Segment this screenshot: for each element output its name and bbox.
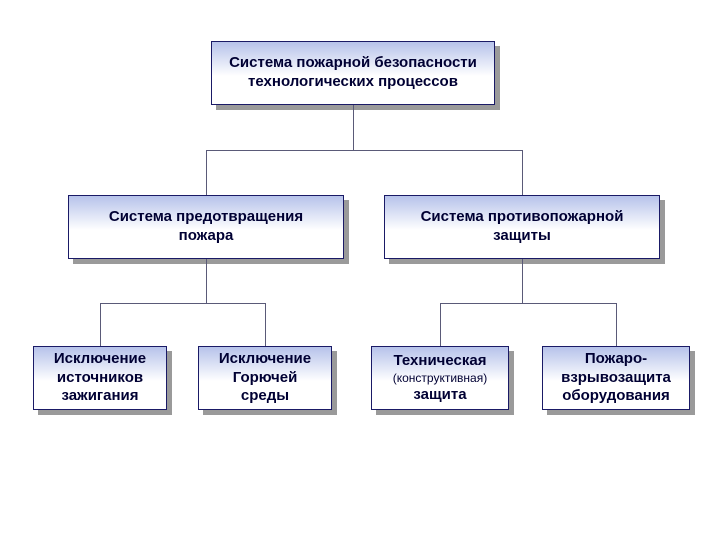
connector-segment xyxy=(440,303,441,346)
node-leaf3-small: (конструктивная) xyxy=(393,371,487,386)
node-mid-right-line2: защиты xyxy=(493,227,551,246)
node-mid-right-line1: Система противопожарной xyxy=(421,208,624,227)
connector-segment xyxy=(353,105,354,150)
node-leaf2: Исключение Горючей среды xyxy=(198,346,332,410)
node-mid-right: Система противопожарной защиты xyxy=(384,195,660,259)
node-leaf4-line2: взрывозащита xyxy=(561,369,671,388)
connector-segment xyxy=(265,303,266,346)
connector-segment xyxy=(206,150,207,195)
connector-segment xyxy=(616,303,617,346)
node-mid-left: Система предотвращения пожара xyxy=(68,195,344,259)
node-leaf3-line1: Техническая xyxy=(394,352,487,371)
connector-segment xyxy=(206,150,523,151)
node-root-line2: технологических процессов xyxy=(248,73,458,92)
node-leaf1-line1: Исключение xyxy=(54,350,146,369)
node-mid-left-line1: Система предотвращения xyxy=(109,208,303,227)
node-root-line1: Система пожарной безопасности xyxy=(229,54,477,73)
node-leaf2-line1: Исключение xyxy=(219,350,311,369)
connector-segment xyxy=(100,303,101,346)
node-leaf3: Техническая (конструктивная) защита xyxy=(371,346,509,410)
connector-segment xyxy=(522,150,523,195)
connector-segment xyxy=(522,259,523,303)
node-leaf1-line2: источников xyxy=(57,369,143,388)
node-leaf1: Исключение источников зажигания xyxy=(33,346,167,410)
node-root: Система пожарной безопасности технологич… xyxy=(211,41,495,105)
node-leaf2-line3: среды xyxy=(241,387,289,406)
node-leaf4: Пожаро- взрывозащита оборудования xyxy=(542,346,690,410)
node-mid-left-line2: пожара xyxy=(179,227,234,246)
node-leaf4-line1: Пожаро- xyxy=(585,350,647,369)
node-leaf1-line3: зажигания xyxy=(61,387,138,406)
connector-segment xyxy=(206,259,207,303)
connector-segment xyxy=(440,303,617,304)
node-leaf3-line2: защита xyxy=(413,386,466,405)
node-leaf2-line2: Горючей xyxy=(233,369,298,388)
connector-segment xyxy=(100,303,266,304)
node-leaf4-line3: оборудования xyxy=(562,387,670,406)
